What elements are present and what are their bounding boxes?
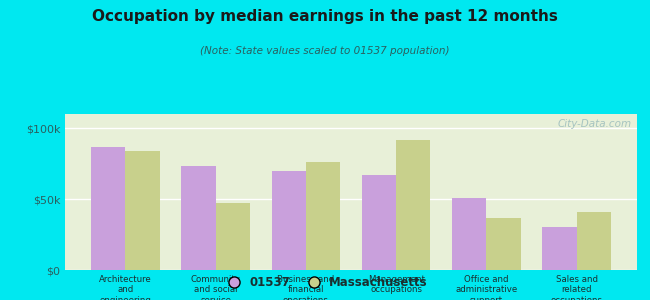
Bar [452, 198, 486, 270]
Bar [181, 167, 216, 270]
Bar [125, 151, 160, 270]
Bar [272, 171, 306, 270]
Bar [486, 218, 521, 270]
Bar [396, 140, 430, 270]
Bar [362, 175, 396, 270]
Bar [577, 212, 611, 270]
Legend: 01537, Massachusetts: 01537, Massachusetts [218, 272, 432, 294]
Bar [306, 162, 340, 270]
Text: City-Data.com: City-Data.com [557, 119, 631, 129]
Bar [91, 147, 125, 270]
Bar [542, 227, 577, 270]
Text: (Note: State values scaled to 01537 population): (Note: State values scaled to 01537 popu… [200, 46, 450, 56]
Bar [216, 203, 250, 270]
Text: Occupation by median earnings in the past 12 months: Occupation by median earnings in the pas… [92, 9, 558, 24]
